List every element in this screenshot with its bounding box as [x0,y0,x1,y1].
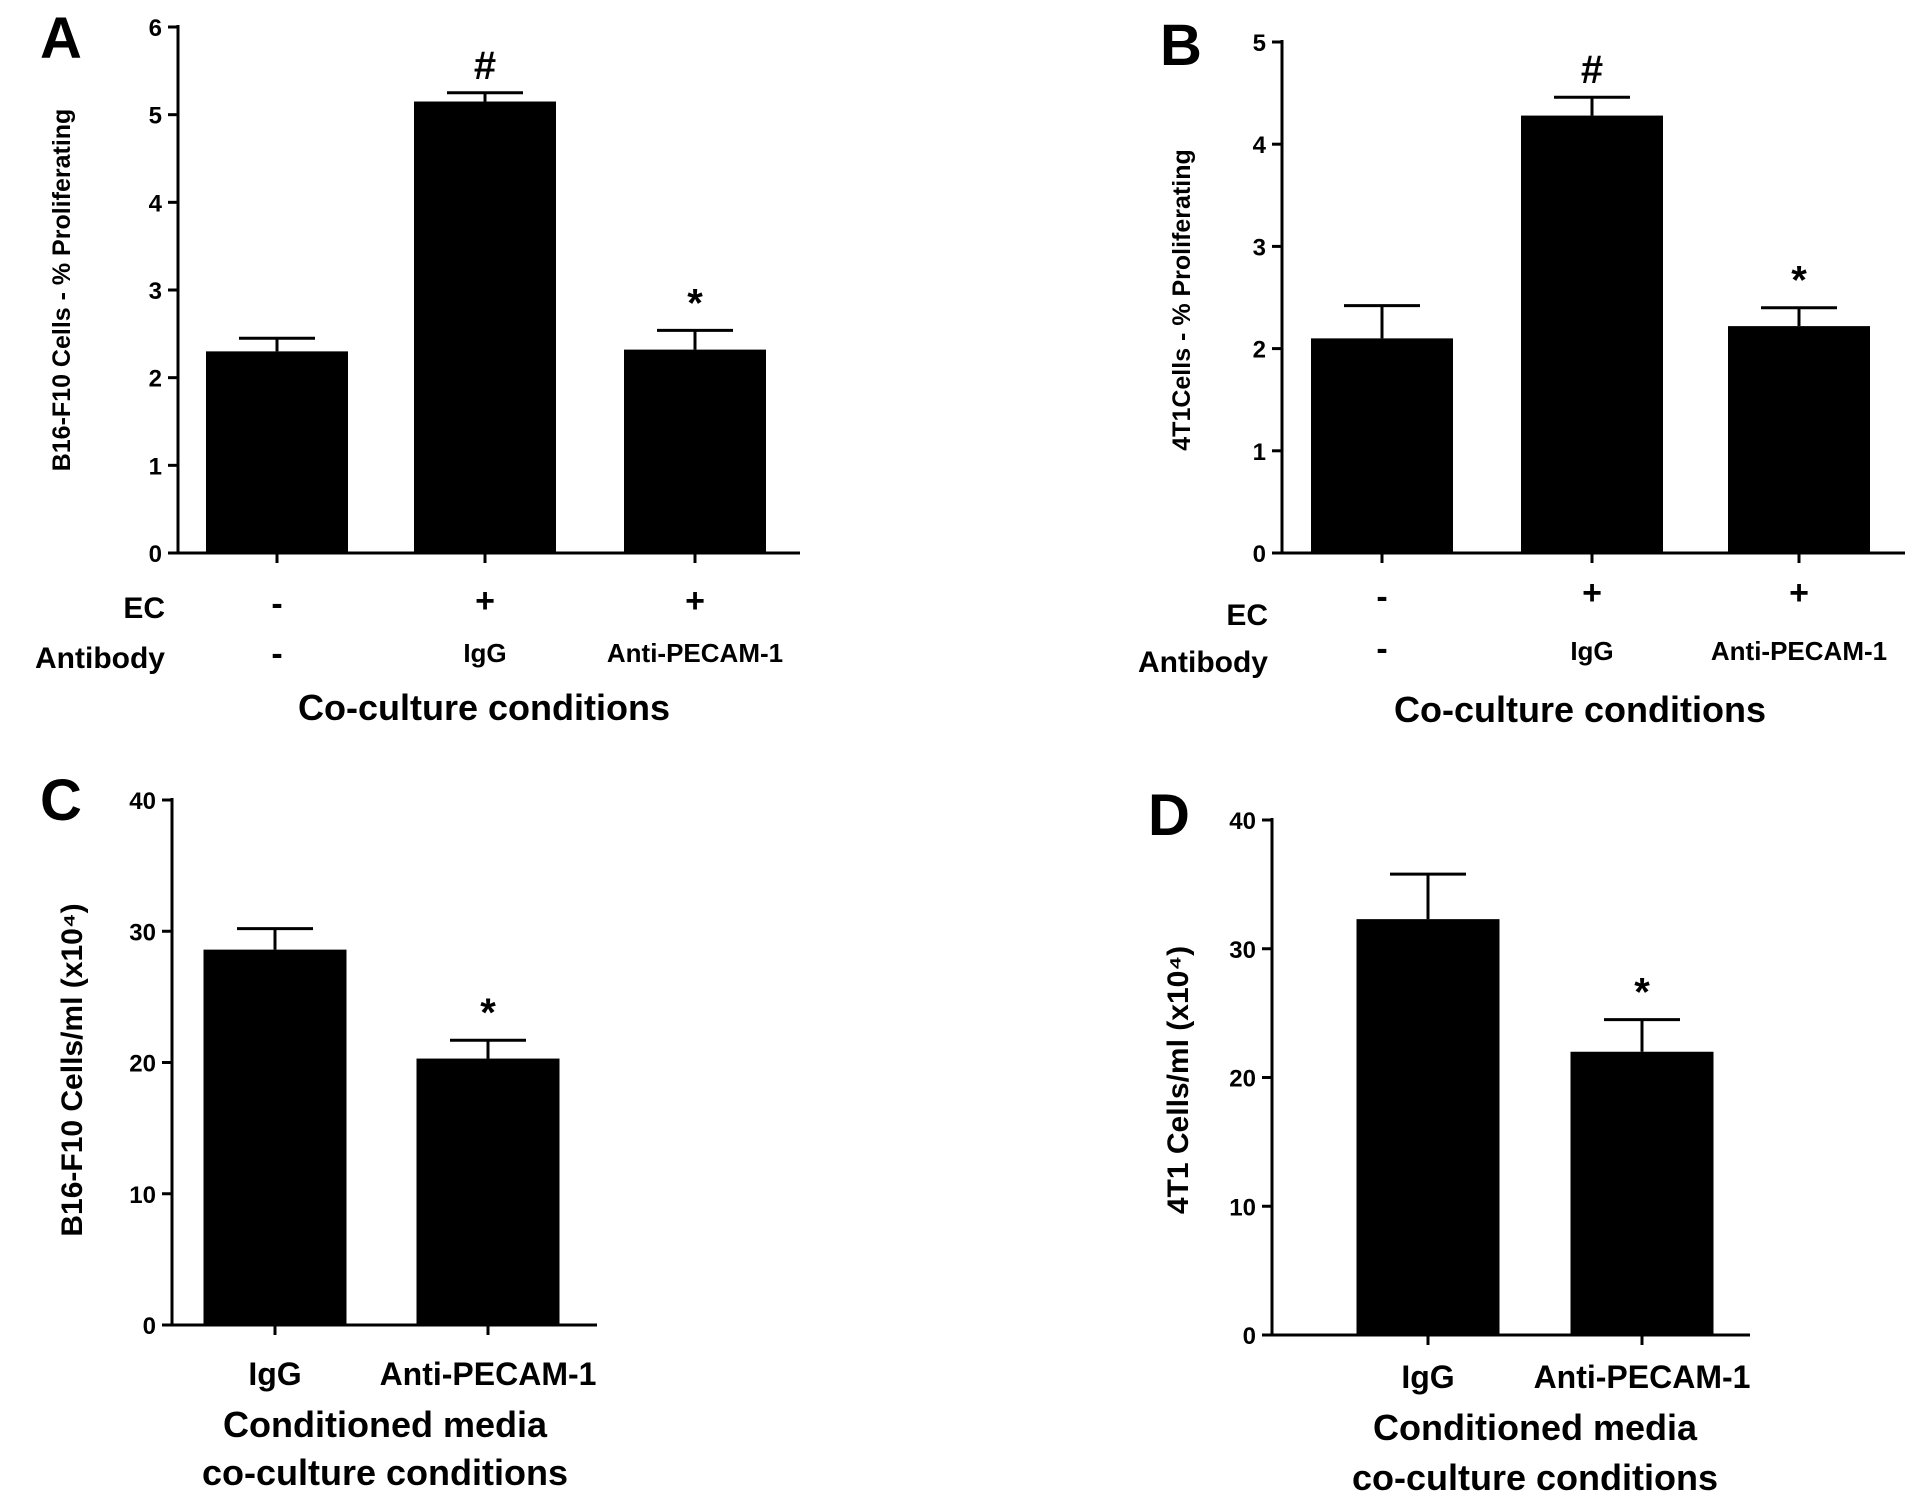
bar [1728,326,1870,553]
y-tick-label: 10 [129,1182,156,1209]
bar [206,351,348,553]
antibody-condition-2: IgG [1570,636,1613,666]
y-axis-label: B16-F10 Cells - % Proliferating [48,109,76,472]
ec-condition-1: - [271,585,282,623]
panel-d: D 4T1 Cells/ml (x10⁴) 0 10 20 30 40 * IgG Ant… [1148,783,1750,1498]
x-axis-label-line-1: Conditioned media [223,1404,548,1445]
y-tick-label: 30 [1229,937,1256,964]
significance-marker: # [474,44,496,88]
bar [1356,919,1500,1335]
antibody-condition-1: - [271,635,282,673]
y-tick-label: 5 [1253,30,1266,57]
plot-area: 0 10 20 30 40 * [129,788,597,1340]
x-axis-label: Co-culture conditions [298,687,670,728]
category-label: Anti-PECAM-1 [1534,1359,1751,1395]
y-tick-label: 6 [149,15,162,42]
bar [1570,1051,1714,1335]
row-label-ec: EC [1226,599,1268,632]
y-axis-label: 4T1Cells - % Proliferating [1168,149,1196,450]
y-tick-label: 2 [149,366,162,393]
category-label: IgG [248,1356,301,1392]
bar [203,949,347,1325]
plot-area: 0 10 20 30 40 * [1229,808,1750,1350]
row-label-antibody: Antibody [35,642,165,675]
panel-letter: D [1148,783,1190,848]
panel-letter: B [1160,13,1202,78]
y-tick-label: 0 [1253,541,1266,568]
ec-condition-3: + [1789,574,1809,612]
significance-marker: * [1634,971,1650,1015]
x-axis-labels: IgG Anti-PECAM-1 Conditioned media co-cu… [1352,1359,1750,1498]
y-tick-label: 2 [1253,337,1266,364]
row-label-ec: EC [123,592,165,625]
panel-c: C B16-F10 Cells/ml (x10⁴) 0 10 20 30 40 * IgG… [40,768,597,1493]
ec-condition-2: + [475,582,495,620]
y-tick-label: 1 [1253,439,1266,466]
row-label-antibody: Antibody [1138,646,1268,679]
y-tick-label: 5 [149,103,162,130]
y-tick-label: 4 [149,190,163,217]
y-tick-label: 40 [129,788,156,815]
bar [416,1058,560,1325]
antibody-condition-2: IgG [463,638,506,668]
y-tick-label: 40 [1229,808,1256,835]
antibody-condition-3: Anti-PECAM-1 [607,638,783,668]
x-axis-label: Co-culture conditions [1394,689,1766,730]
antibody-condition-1: - [1376,630,1387,668]
y-tick-label: 1 [149,453,162,480]
x-axis-labels: EC Antibody - + + - IgG Anti-PECAM-1 Co-… [1138,574,1887,730]
panel-a: A B16-F10 Cells - % Proliferating 0 1 2 3 4 5… [35,6,800,728]
y-tick-label: 4 [1253,132,1267,159]
y-tick-label: 3 [149,278,162,305]
significance-marker: # [1581,48,1603,92]
bar [1521,115,1663,554]
x-axis-labels: EC Antibody - + + - IgG Anti-PECAM-1 Co-… [35,582,783,728]
panel-letter: A [40,6,82,71]
y-axis-label: 4T1 Cells/ml (x10⁴) [1162,946,1195,1214]
y-tick-label: 0 [149,541,162,568]
antibody-condition-3: Anti-PECAM-1 [1711,636,1887,666]
y-tick-label: 20 [1229,1066,1256,1093]
plot-area: 0 1 2 3 4 5 6 # * [149,15,800,568]
ec-condition-3: + [685,582,705,620]
category-label: IgG [1401,1359,1454,1395]
panel-b: B 4T1Cells - % Proliferating 0 1 2 3 4 5 # * EC… [1138,13,1905,730]
category-label: Anti-PECAM-1 [380,1356,597,1392]
y-tick-label: 30 [129,919,156,946]
y-tick-label: 3 [1253,234,1266,261]
y-tick-label: 0 [143,1313,156,1340]
significance-marker: * [1791,259,1807,303]
ec-condition-1: - [1376,578,1387,616]
x-axis-label-line-2: co-culture conditions [1352,1457,1718,1498]
bar [414,101,556,554]
ec-condition-2: + [1582,574,1602,612]
y-tick-label: 10 [1229,1194,1256,1221]
bar [624,349,766,553]
x-axis-label-line-2: co-culture conditions [202,1452,568,1493]
x-axis-labels: IgG Anti-PECAM-1 Conditioned media co-cu… [202,1356,596,1493]
bar [1311,338,1453,553]
panel-letter: C [40,768,82,833]
x-axis-label-line-1: Conditioned media [1373,1407,1698,1448]
significance-marker: * [687,281,703,325]
y-axis-label: B16-F10 Cells/ml (x10⁴) [56,903,89,1236]
plot-area: 0 1 2 3 4 5 # * [1253,30,1905,568]
y-tick-label: 20 [129,1051,156,1078]
significance-marker: * [480,991,496,1035]
y-tick-label: 0 [1243,1323,1256,1350]
